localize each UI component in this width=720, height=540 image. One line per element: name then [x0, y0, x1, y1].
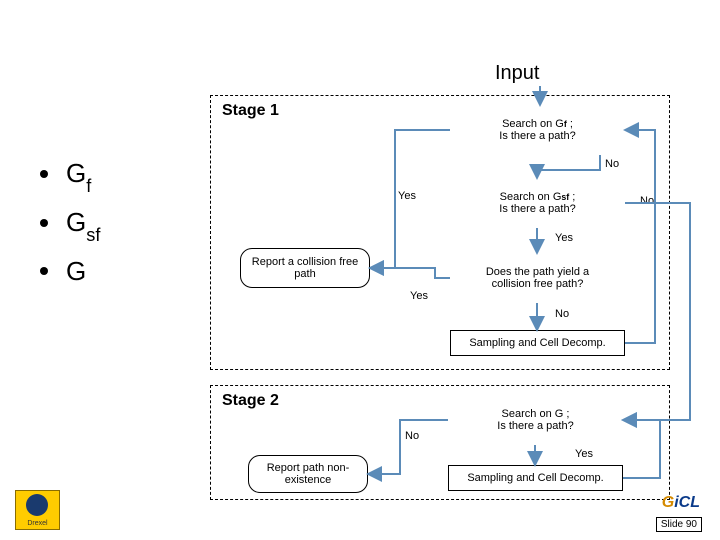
decision-text: Is there a path?: [499, 130, 575, 142]
process-text: Report path non-existence: [249, 462, 367, 486]
edge-label-no: No: [640, 195, 654, 207]
stage1-sampling-box: Sampling and Cell Decomp.: [450, 330, 625, 356]
slide-number: Slide 90: [656, 517, 702, 532]
decision-text: Search on G: [502, 408, 564, 420]
bullet-dot-icon: [40, 267, 48, 275]
stage2-report-box: Report path non-existence: [248, 455, 368, 493]
edge-label-no: No: [605, 158, 619, 170]
bullet-sub: f: [86, 176, 91, 196]
bullet-list: Gf Gsf G: [40, 150, 100, 295]
bullet-text: G: [66, 248, 86, 295]
stage2-decision-g: Search on G ; Is there a path?: [448, 395, 623, 445]
bullet-dot-icon: [40, 219, 48, 227]
decision-text: Does the path yield a: [486, 266, 589, 278]
process-text: Report a collision free path: [241, 256, 369, 280]
bullet-text: G: [66, 207, 86, 237]
stage2-sampling-box: Sampling and Cell Decomp.: [448, 465, 623, 491]
gicl-logo: GiCL: [662, 494, 700, 512]
list-item: Gf: [40, 150, 100, 199]
edge-label-yes: Yes: [398, 190, 416, 202]
decision-text: collision free path?: [492, 278, 584, 290]
stage1-decision-gf: Search on Gf ; Is there a path?: [450, 105, 625, 155]
drexel-logo: Drexel: [15, 490, 60, 530]
stage1-title: Stage 1: [222, 102, 279, 120]
decision-text: Search on G: [500, 191, 562, 203]
input-label: Input: [495, 62, 539, 85]
process-text: Sampling and Cell Decomp.: [467, 472, 603, 484]
logo-text: Drexel: [27, 520, 47, 527]
decision-text: Is there a path?: [497, 420, 573, 432]
edge-label-yes: Yes: [410, 290, 428, 302]
stage1-decision-collision: Does the path yield a collision free pat…: [450, 253, 625, 303]
decision-text: ;: [563, 408, 569, 420]
slide-canvas: Gf Gsf G Input Stage 1 Stage 2 Search on…: [0, 0, 720, 540]
decision-text: Search on G: [502, 118, 564, 130]
decision-text: Is there a path?: [499, 203, 575, 215]
bullet-sub: sf: [86, 225, 100, 245]
decision-text: ;: [567, 118, 573, 130]
stage1-decision-gsf: Search on Gsf ; Is there a path?: [450, 178, 625, 228]
list-item: G: [40, 248, 100, 295]
bullet-text: G: [66, 158, 86, 188]
stage1-report-box: Report a collision free path: [240, 248, 370, 288]
logo-text: iCL: [674, 494, 700, 511]
edge-label-no: No: [555, 308, 569, 320]
logo-text: G: [662, 494, 674, 511]
list-item: Gsf: [40, 199, 100, 248]
decision-text: ;: [569, 191, 575, 203]
edge-label-no: No: [405, 430, 419, 442]
stage2-title: Stage 2: [222, 392, 279, 410]
edge-label-yes: Yes: [555, 232, 573, 244]
process-text: Sampling and Cell Decomp.: [469, 337, 605, 349]
edge-label-yes: Yes: [575, 448, 593, 460]
bullet-dot-icon: [40, 170, 48, 178]
